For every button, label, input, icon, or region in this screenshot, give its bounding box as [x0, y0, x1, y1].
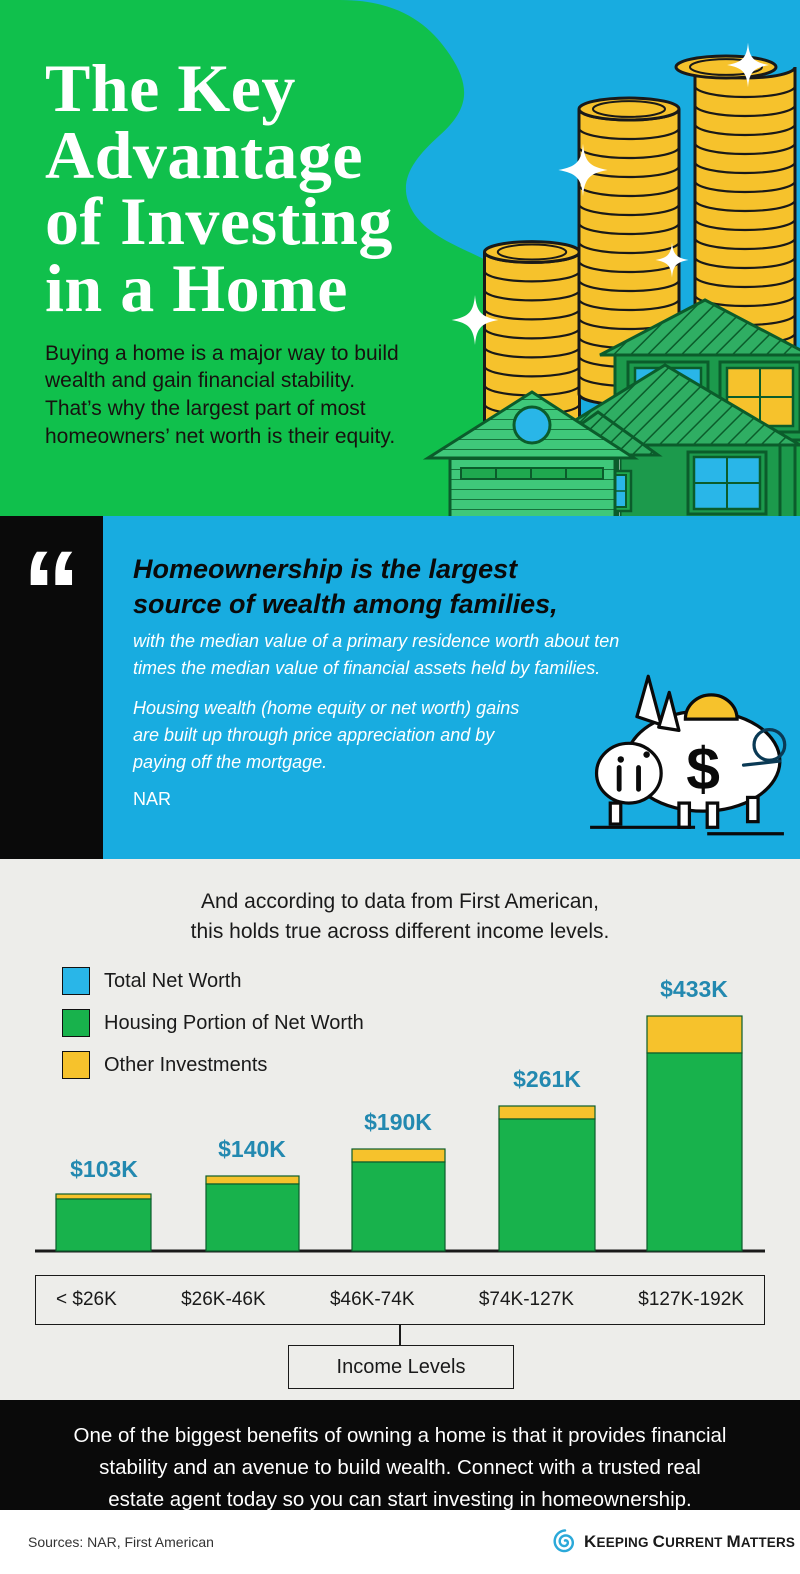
- svg-text:$140K: $140K: [218, 1136, 286, 1162]
- svg-text:$103K: $103K: [70, 1156, 138, 1182]
- svg-text:$190K: $190K: [364, 1109, 432, 1135]
- svg-text:$433K: $433K: [660, 976, 728, 1002]
- svg-text:$: $: [686, 734, 720, 802]
- svg-text:$261K: $261K: [513, 1066, 581, 1092]
